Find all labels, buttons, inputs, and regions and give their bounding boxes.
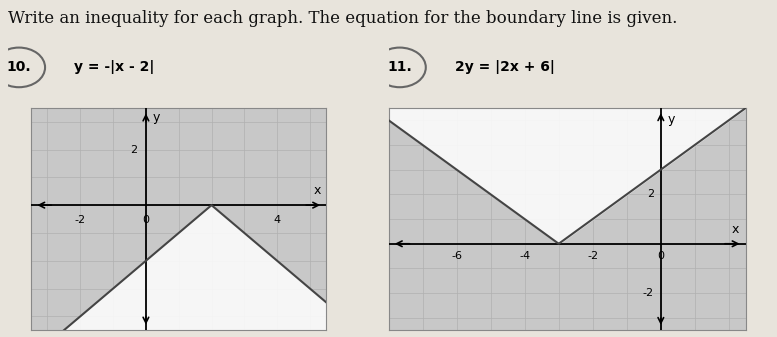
Text: 10.: 10.	[7, 60, 31, 74]
Text: 11.: 11.	[387, 60, 412, 74]
Text: 2: 2	[131, 145, 138, 155]
Text: 2: 2	[647, 189, 654, 200]
Text: y: y	[667, 113, 675, 126]
Text: x: x	[732, 223, 739, 236]
Text: 0: 0	[142, 215, 149, 225]
Text: -2: -2	[587, 251, 598, 261]
Text: 0: 0	[657, 251, 664, 261]
Text: -6: -6	[451, 251, 462, 261]
Text: y: y	[152, 111, 160, 124]
Text: 4: 4	[274, 215, 280, 225]
Text: -2: -2	[75, 215, 85, 225]
Text: -2: -2	[643, 288, 654, 298]
Text: Write an inequality for each graph. The equation for the boundary line is given.: Write an inequality for each graph. The …	[8, 10, 677, 27]
Text: 2y = |2x + 6|: 2y = |2x + 6|	[455, 60, 555, 74]
Text: y = -|x - 2|: y = -|x - 2|	[74, 60, 154, 74]
Text: x: x	[314, 184, 322, 197]
Text: -4: -4	[519, 251, 530, 261]
